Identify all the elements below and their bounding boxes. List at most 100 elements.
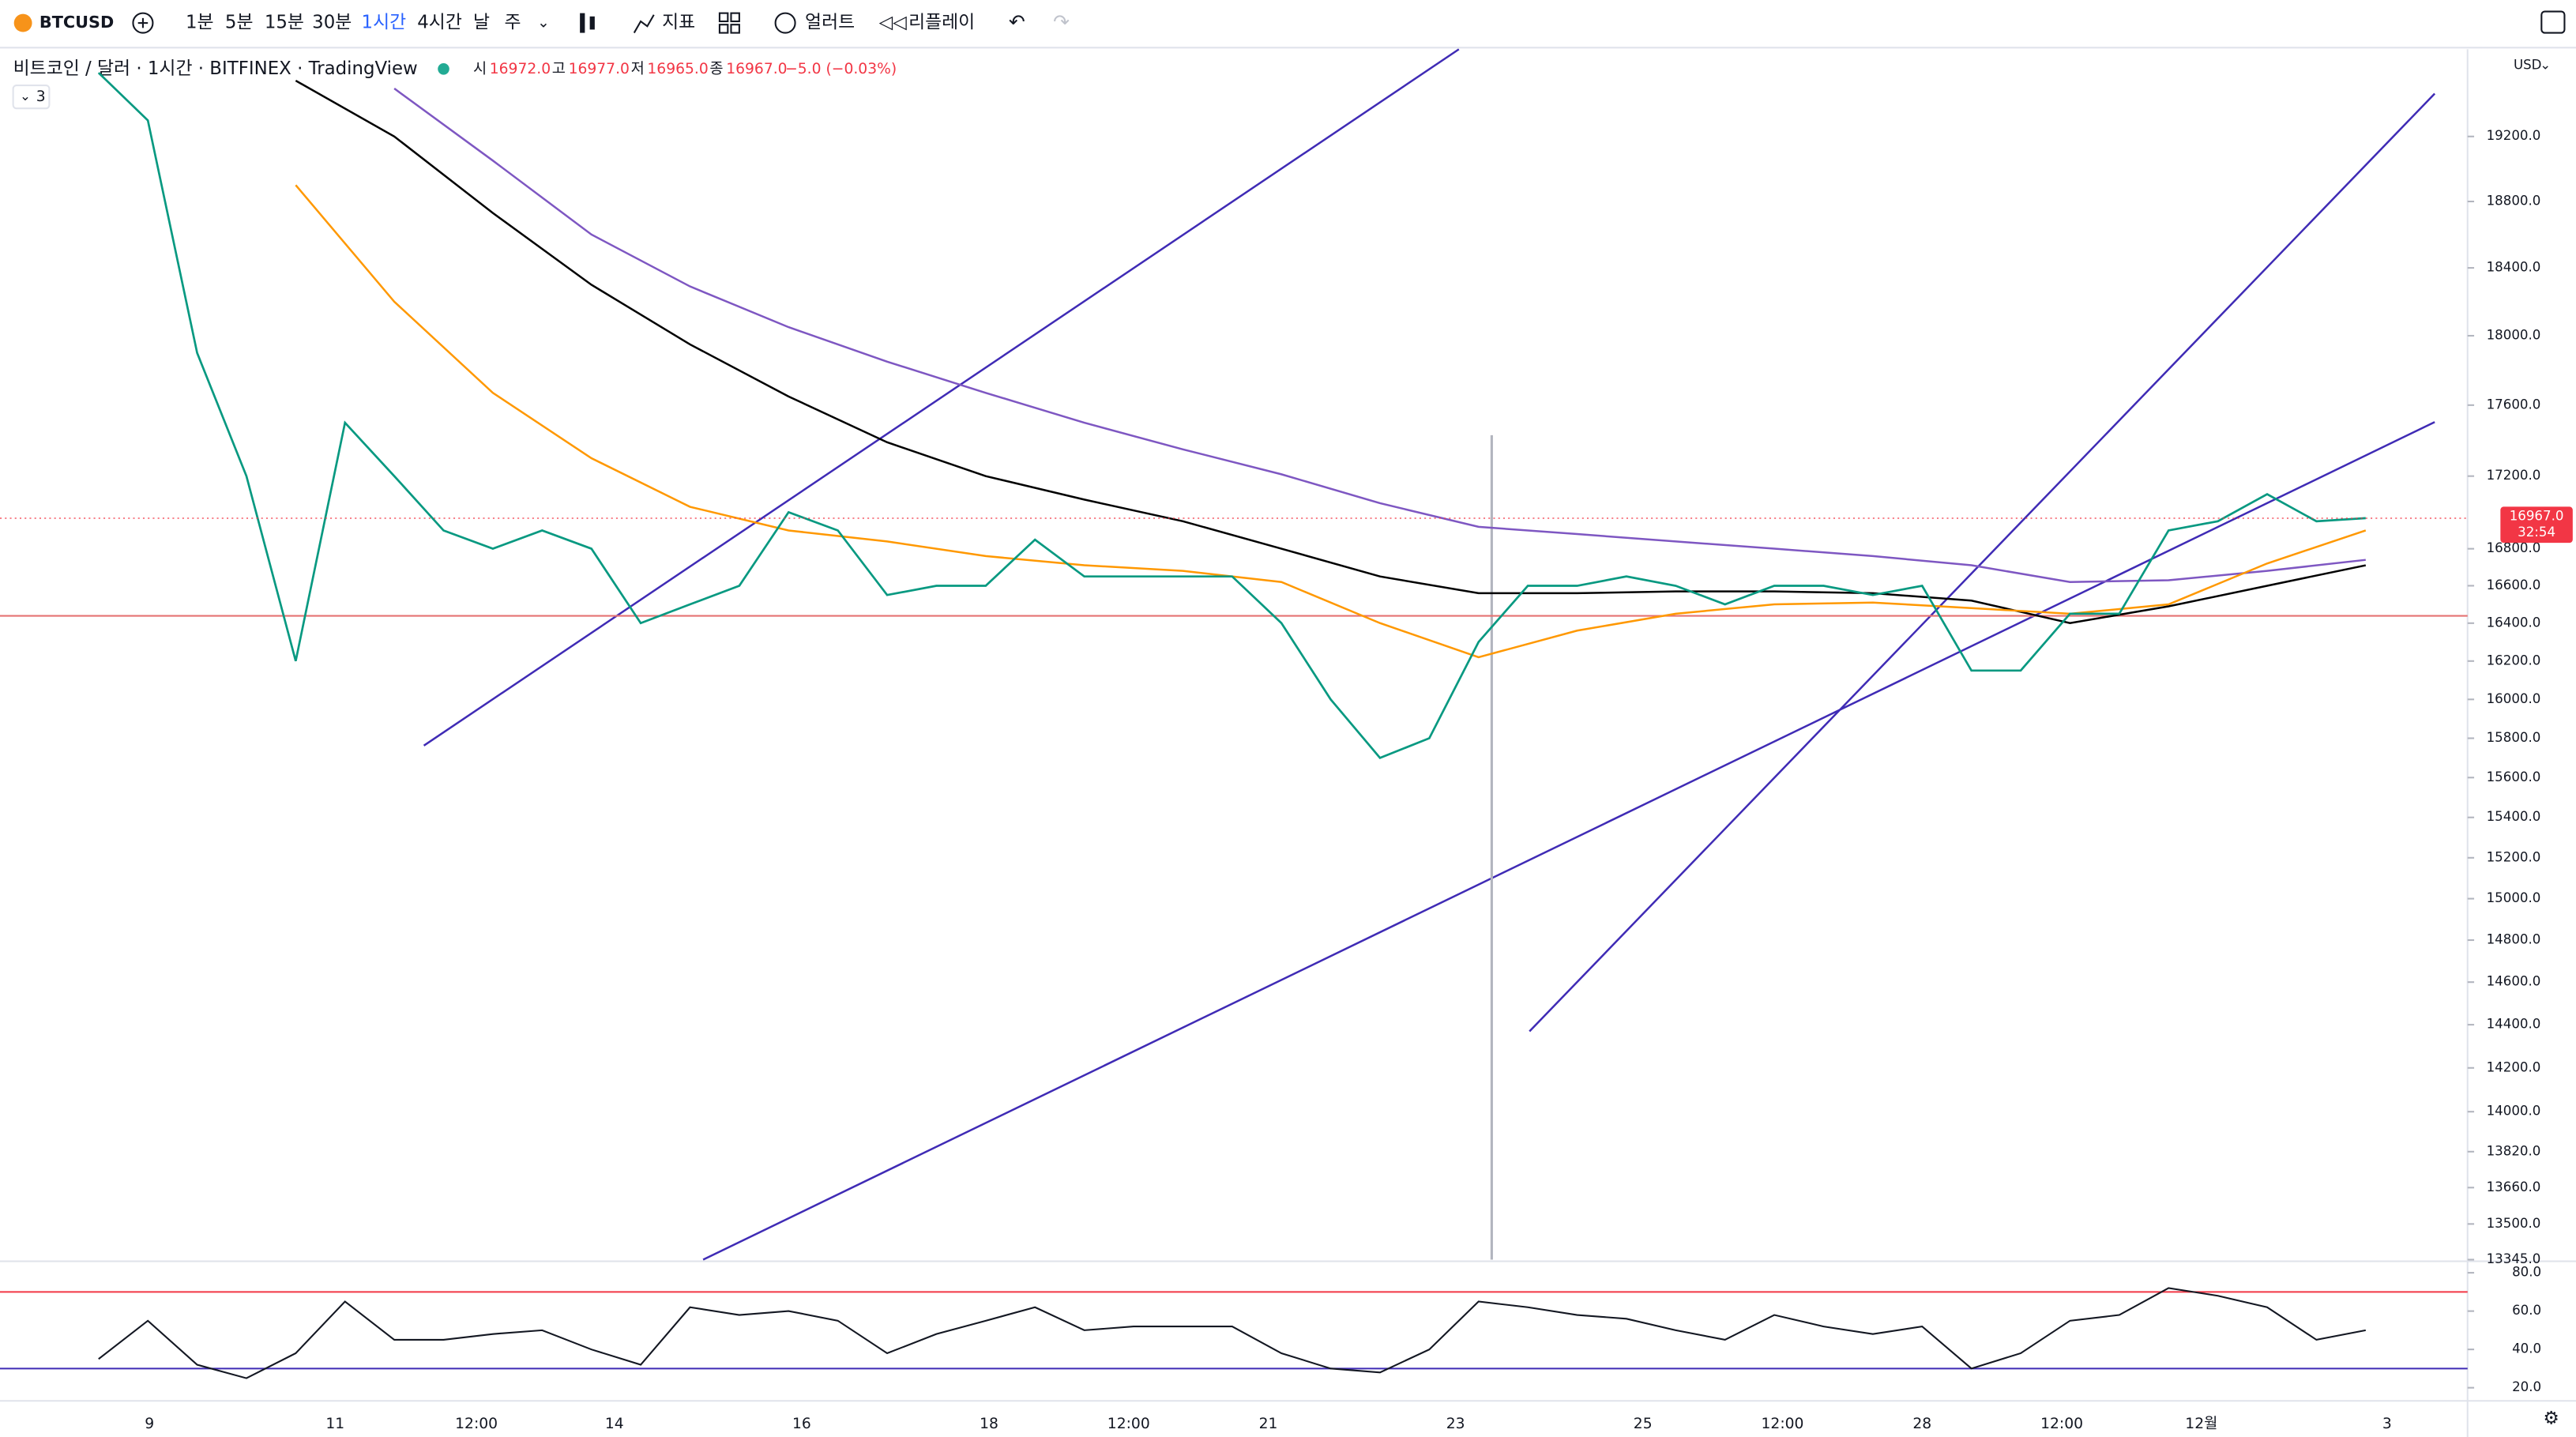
price-tick-label: 15600.0 bbox=[2487, 769, 2541, 784]
price-tick-label: 13500.0 bbox=[2487, 1216, 2541, 1231]
chart-title: 비트코인 / 달러 · 1시간 · BITFINEX · TradingView bbox=[13, 58, 418, 79]
rsi-tick-label: 20.0 bbox=[2512, 1379, 2541, 1394]
redo[interactable]: ↷ bbox=[1053, 10, 1070, 33]
currency[interactable]: USD bbox=[2514, 58, 2542, 73]
last-price-label: 16967.0 bbox=[2510, 508, 2564, 523]
rsi-tick-label: 60.0 bbox=[2512, 1303, 2541, 1318]
price-tick-label: 15800.0 bbox=[2487, 730, 2541, 745]
add-symbol[interactable] bbox=[132, 12, 154, 34]
price-tick-label: 14000.0 bbox=[2487, 1104, 2541, 1119]
time-label: 11 bbox=[325, 1416, 344, 1432]
price-tick-label: 15000.0 bbox=[2487, 890, 2541, 905]
price-tick-label: 17600.0 bbox=[2487, 397, 2541, 412]
price-tick-label: 13820.0 bbox=[2487, 1143, 2541, 1158]
price-tick-label: 16200.0 bbox=[2487, 653, 2541, 668]
price-tick-label: 13660.0 bbox=[2487, 1179, 2541, 1194]
price-tick-label: 14200.0 bbox=[2487, 1059, 2541, 1074]
time-label: 12월 bbox=[2185, 1416, 2217, 1432]
price-tick-label: 18400.0 bbox=[2487, 260, 2541, 275]
price-tick-label: 19200.0 bbox=[2487, 128, 2541, 143]
price-tick-label: 16400.0 bbox=[2487, 615, 2541, 630]
indicator-toggle-icon: ⌄ bbox=[20, 88, 31, 103]
replay-button[interactable]: 리플레이 bbox=[908, 13, 975, 33]
alert-button[interactable]: 얼러트 bbox=[805, 13, 855, 33]
interval-button[interactable]: 1분 bbox=[186, 13, 214, 33]
price-tick-label: 14800.0 bbox=[2487, 932, 2541, 947]
ohlc-label: 시 bbox=[473, 61, 487, 77]
time-label: 18 bbox=[980, 1416, 998, 1432]
time-label: 28 bbox=[1912, 1416, 1931, 1432]
moving-average bbox=[295, 184, 2367, 659]
settings[interactable]: ⚙ bbox=[2543, 1409, 2559, 1429]
time-label: 25 bbox=[1634, 1416, 1653, 1432]
ohlc-label: 고 bbox=[552, 61, 566, 77]
moving-average bbox=[393, 88, 2366, 583]
time-label: 14 bbox=[605, 1416, 624, 1432]
time-label: 16 bbox=[792, 1416, 811, 1432]
time-label: 9 bbox=[145, 1416, 154, 1432]
price-tick-label: 16600.0 bbox=[2487, 577, 2541, 592]
interval-dropdown[interactable]: ⌄ bbox=[537, 15, 550, 32]
price-tick-label: 17200.0 bbox=[2487, 468, 2541, 483]
price-tick-label: 15200.0 bbox=[2487, 849, 2541, 864]
countdown: 32:54 bbox=[2518, 525, 2555, 540]
price-tick-label: 18800.0 bbox=[2487, 194, 2541, 209]
time-label: 21 bbox=[1259, 1416, 1278, 1432]
undo[interactable]: ↶ bbox=[1009, 10, 1025, 33]
currency-dropdown: ⌄ bbox=[2540, 58, 2551, 73]
ohlc-label: 저 bbox=[631, 61, 645, 77]
ohlc-value: 16977.0 bbox=[569, 61, 630, 77]
price-tick-label: 14400.0 bbox=[2487, 1017, 2541, 1032]
price-tick-label: 18000.0 bbox=[2487, 327, 2541, 342]
market-status bbox=[438, 63, 449, 75]
time-label: 12:00 bbox=[1762, 1416, 1804, 1432]
price-tick-label: 15400.0 bbox=[2487, 809, 2541, 824]
ohlc-value: 16972.0 bbox=[490, 61, 551, 77]
indicators-button[interactable]: 지표 bbox=[662, 13, 695, 33]
indicator-count: 3 bbox=[36, 88, 46, 105]
trend-line[interactable] bbox=[423, 48, 1460, 747]
symbol[interactable]: BTCUSD bbox=[39, 13, 114, 32]
price-tick-label: 13345.0 bbox=[2487, 1251, 2541, 1266]
time-label: 12:00 bbox=[1107, 1416, 1150, 1432]
indicator-toggle[interactable] bbox=[12, 85, 51, 110]
interval-button[interactable]: 날 bbox=[473, 13, 490, 33]
interval-button[interactable]: 30분 bbox=[312, 13, 352, 33]
rsi-tick-label: 40.0 bbox=[2512, 1341, 2541, 1356]
price-tick-label: 16800.0 bbox=[2487, 540, 2541, 555]
layout-icon bbox=[730, 12, 740, 23]
last-price-tag bbox=[2500, 506, 2573, 544]
fullscreen[interactable] bbox=[2540, 10, 2566, 34]
price-tick-label: 16000.0 bbox=[2487, 691, 2541, 706]
interval-button[interactable]: 4시간 bbox=[417, 13, 462, 33]
interval-button[interactable]: 5분 bbox=[225, 13, 254, 33]
ohlc-value: 16965.0 bbox=[647, 61, 708, 77]
chart-type-icon bbox=[589, 16, 595, 30]
layout-icon bbox=[730, 24, 740, 34]
time-label: 12:00 bbox=[455, 1416, 498, 1432]
rsi-line bbox=[98, 1287, 2366, 1379]
ohlc-value: 16967.0 bbox=[726, 61, 787, 77]
time-label: 12:00 bbox=[2040, 1416, 2083, 1432]
interval-button[interactable]: 1시간 bbox=[362, 13, 407, 33]
alert-icon bbox=[774, 12, 796, 34]
ohlc-label: 종 bbox=[709, 61, 723, 77]
interval-button[interactable]: 주 bbox=[504, 13, 521, 33]
change: −5.0 (−0.03%) bbox=[785, 61, 897, 77]
replay-icon: ◁◁ bbox=[878, 13, 908, 33]
layout-icon bbox=[718, 24, 729, 34]
trend-line[interactable] bbox=[702, 421, 2435, 1261]
layout-icon[interactable] bbox=[718, 12, 729, 23]
time-label: 3 bbox=[2382, 1416, 2392, 1432]
time-label: 23 bbox=[1446, 1416, 1465, 1432]
rsi-tick-label: 80.0 bbox=[2512, 1265, 2541, 1280]
interval-button[interactable]: 15분 bbox=[265, 13, 304, 33]
trend-line[interactable] bbox=[1529, 92, 2436, 1033]
btc-icon bbox=[13, 13, 32, 32]
price-line bbox=[97, 72, 2366, 760]
chart-type-icon[interactable] bbox=[580, 13, 585, 33]
price-tick-label: 14600.0 bbox=[2487, 974, 2541, 989]
